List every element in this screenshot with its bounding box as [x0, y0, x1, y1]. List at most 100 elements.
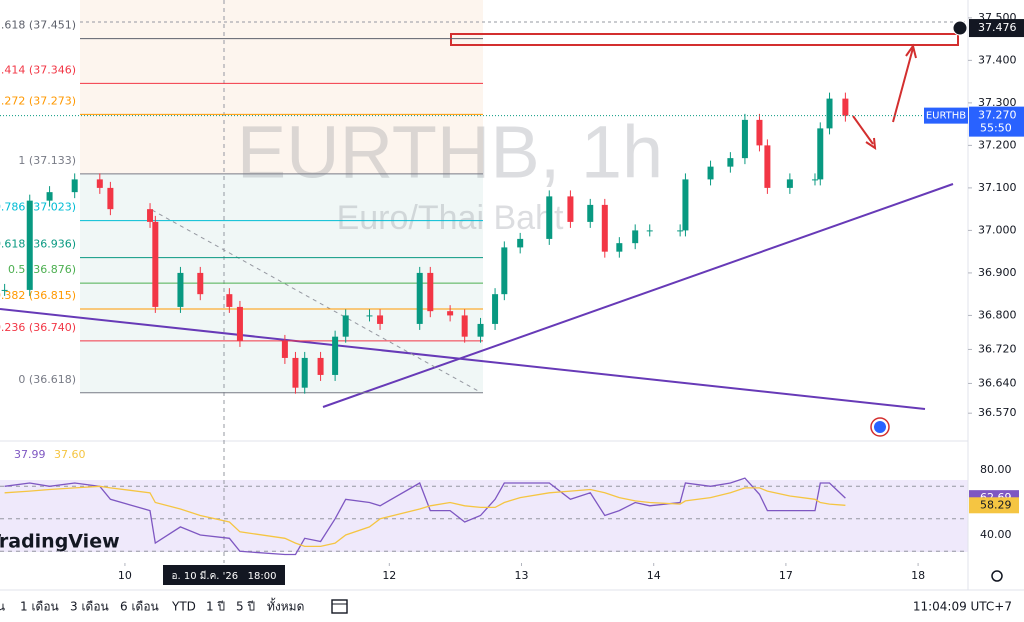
calendar-icon[interactable]	[331, 599, 348, 614]
candle	[567, 196, 574, 222]
range-button[interactable]: ทั้งหมด	[267, 598, 304, 614]
candle	[587, 204, 594, 222]
candle	[1, 289, 8, 291]
x-tick-label: 17	[779, 569, 793, 582]
x-tick-label: 14	[647, 569, 661, 582]
candle	[477, 323, 484, 337]
rsi-value-box	[969, 497, 1019, 514]
candle	[317, 357, 324, 375]
y-tick-label: 36.720	[978, 342, 1017, 355]
countdown: 55:50	[980, 122, 1012, 135]
range-button[interactable]: 6 เดือน	[120, 600, 159, 614]
fib-label: 0.236 (36.740)	[0, 321, 76, 334]
range-button[interactable]: YTD	[171, 600, 196, 614]
x-tick-label: 13	[515, 569, 529, 582]
candle	[811, 179, 818, 181]
candle	[842, 98, 849, 116]
rsi-line	[4, 477, 846, 556]
candle	[152, 221, 159, 307]
arrow	[852, 115, 877, 151]
y-tick-label: 37.400	[978, 53, 1017, 66]
fib-label: 1.618 (37.451)	[0, 19, 76, 32]
y-tick-label: 36.570	[978, 406, 1017, 419]
rsi-line	[4, 485, 846, 548]
y-tick-label: 36.640	[978, 376, 1017, 389]
candle	[427, 272, 434, 312]
candle	[756, 119, 763, 146]
candle	[416, 272, 423, 324]
add-alert[interactable]	[952, 20, 968, 36]
crosshair-label: อ. 10 มี.ค. '26 18:00	[172, 570, 277, 582]
range-button[interactable]: 3 เดือน	[70, 600, 109, 614]
candle	[727, 158, 734, 167]
last-price-box	[969, 106, 1024, 137]
fib-label: 0.382 (36.815)	[0, 289, 76, 302]
candle	[342, 315, 349, 337]
candle	[741, 119, 748, 159]
fib-label: 0.618 (36.936)	[0, 238, 76, 251]
x-tick-label: 18	[911, 569, 925, 582]
candle	[292, 357, 299, 388]
candle	[281, 340, 288, 358]
candle	[517, 238, 524, 248]
candle	[96, 179, 103, 188]
candle	[764, 145, 771, 188]
trend-line	[322, 183, 954, 408]
candle	[332, 336, 339, 375]
event-icon-inner	[874, 421, 886, 433]
arrow	[892, 43, 917, 123]
candle	[226, 294, 233, 307]
crosshair-box	[163, 565, 285, 585]
y-tick-label: 36.900	[978, 266, 1017, 279]
candle	[677, 230, 684, 232]
target-label: 37.476	[978, 21, 1017, 34]
x-tick-label: 12	[382, 569, 396, 582]
x-tick-label: 10	[118, 569, 132, 582]
y-tick-label: 37.200	[978, 138, 1017, 151]
symbol-tag-box	[924, 107, 968, 124]
candle	[826, 98, 833, 129]
candle	[107, 187, 114, 210]
candle	[616, 243, 623, 252]
range-button[interactable]: 1 เดือน	[20, 600, 59, 614]
candle	[501, 247, 508, 295]
symbol-tag: EURTHB	[926, 111, 966, 122]
range-button[interactable]: วัน	[0, 600, 5, 614]
range-button[interactable]: 1 ปี	[206, 600, 225, 614]
y-tick-label: 37.000	[978, 223, 1017, 236]
candle	[786, 179, 793, 188]
candle	[646, 230, 653, 232]
target-box-label	[969, 19, 1024, 38]
candle	[301, 357, 308, 388]
candle	[46, 192, 53, 201]
candle	[26, 200, 33, 290]
clock: 11:04:09 UTC+7	[913, 600, 1012, 614]
calendar-frame	[331, 599, 348, 614]
fib-label: 0.5 (36.876)	[8, 263, 76, 276]
rsi-tick-label: 40.00	[980, 528, 1012, 541]
watermark-subtitle: Euro/Thai Baht	[337, 199, 564, 237]
candle	[461, 315, 468, 337]
fib-trend	[151, 209, 481, 393]
brand: TradingView	[0, 531, 120, 553]
settings-icon[interactable]	[991, 570, 1003, 582]
candle	[177, 272, 184, 307]
fib-label: 1.414 (37.346)	[0, 63, 76, 76]
trend-line	[0, 308, 926, 410]
candle	[236, 306, 243, 341]
rsi-legend: 37.60	[54, 448, 86, 461]
candle	[377, 315, 384, 324]
fib-label: 1.272 (37.273)	[0, 94, 76, 107]
rsi-value-label: 58.29	[980, 498, 1012, 511]
fib-label: 1 (37.133)	[18, 154, 76, 167]
candle	[601, 204, 608, 252]
candle	[817, 128, 824, 180]
candle	[366, 315, 373, 317]
watermark: EURTHB, 1h	[237, 111, 663, 194]
target-box	[450, 33, 959, 46]
fib-label: 0 (36.618)	[18, 373, 76, 386]
y-tick-label: 36.800	[978, 308, 1017, 321]
range-button[interactable]: 5 ปี	[236, 600, 255, 614]
last-price-label: 37.270	[978, 109, 1017, 122]
